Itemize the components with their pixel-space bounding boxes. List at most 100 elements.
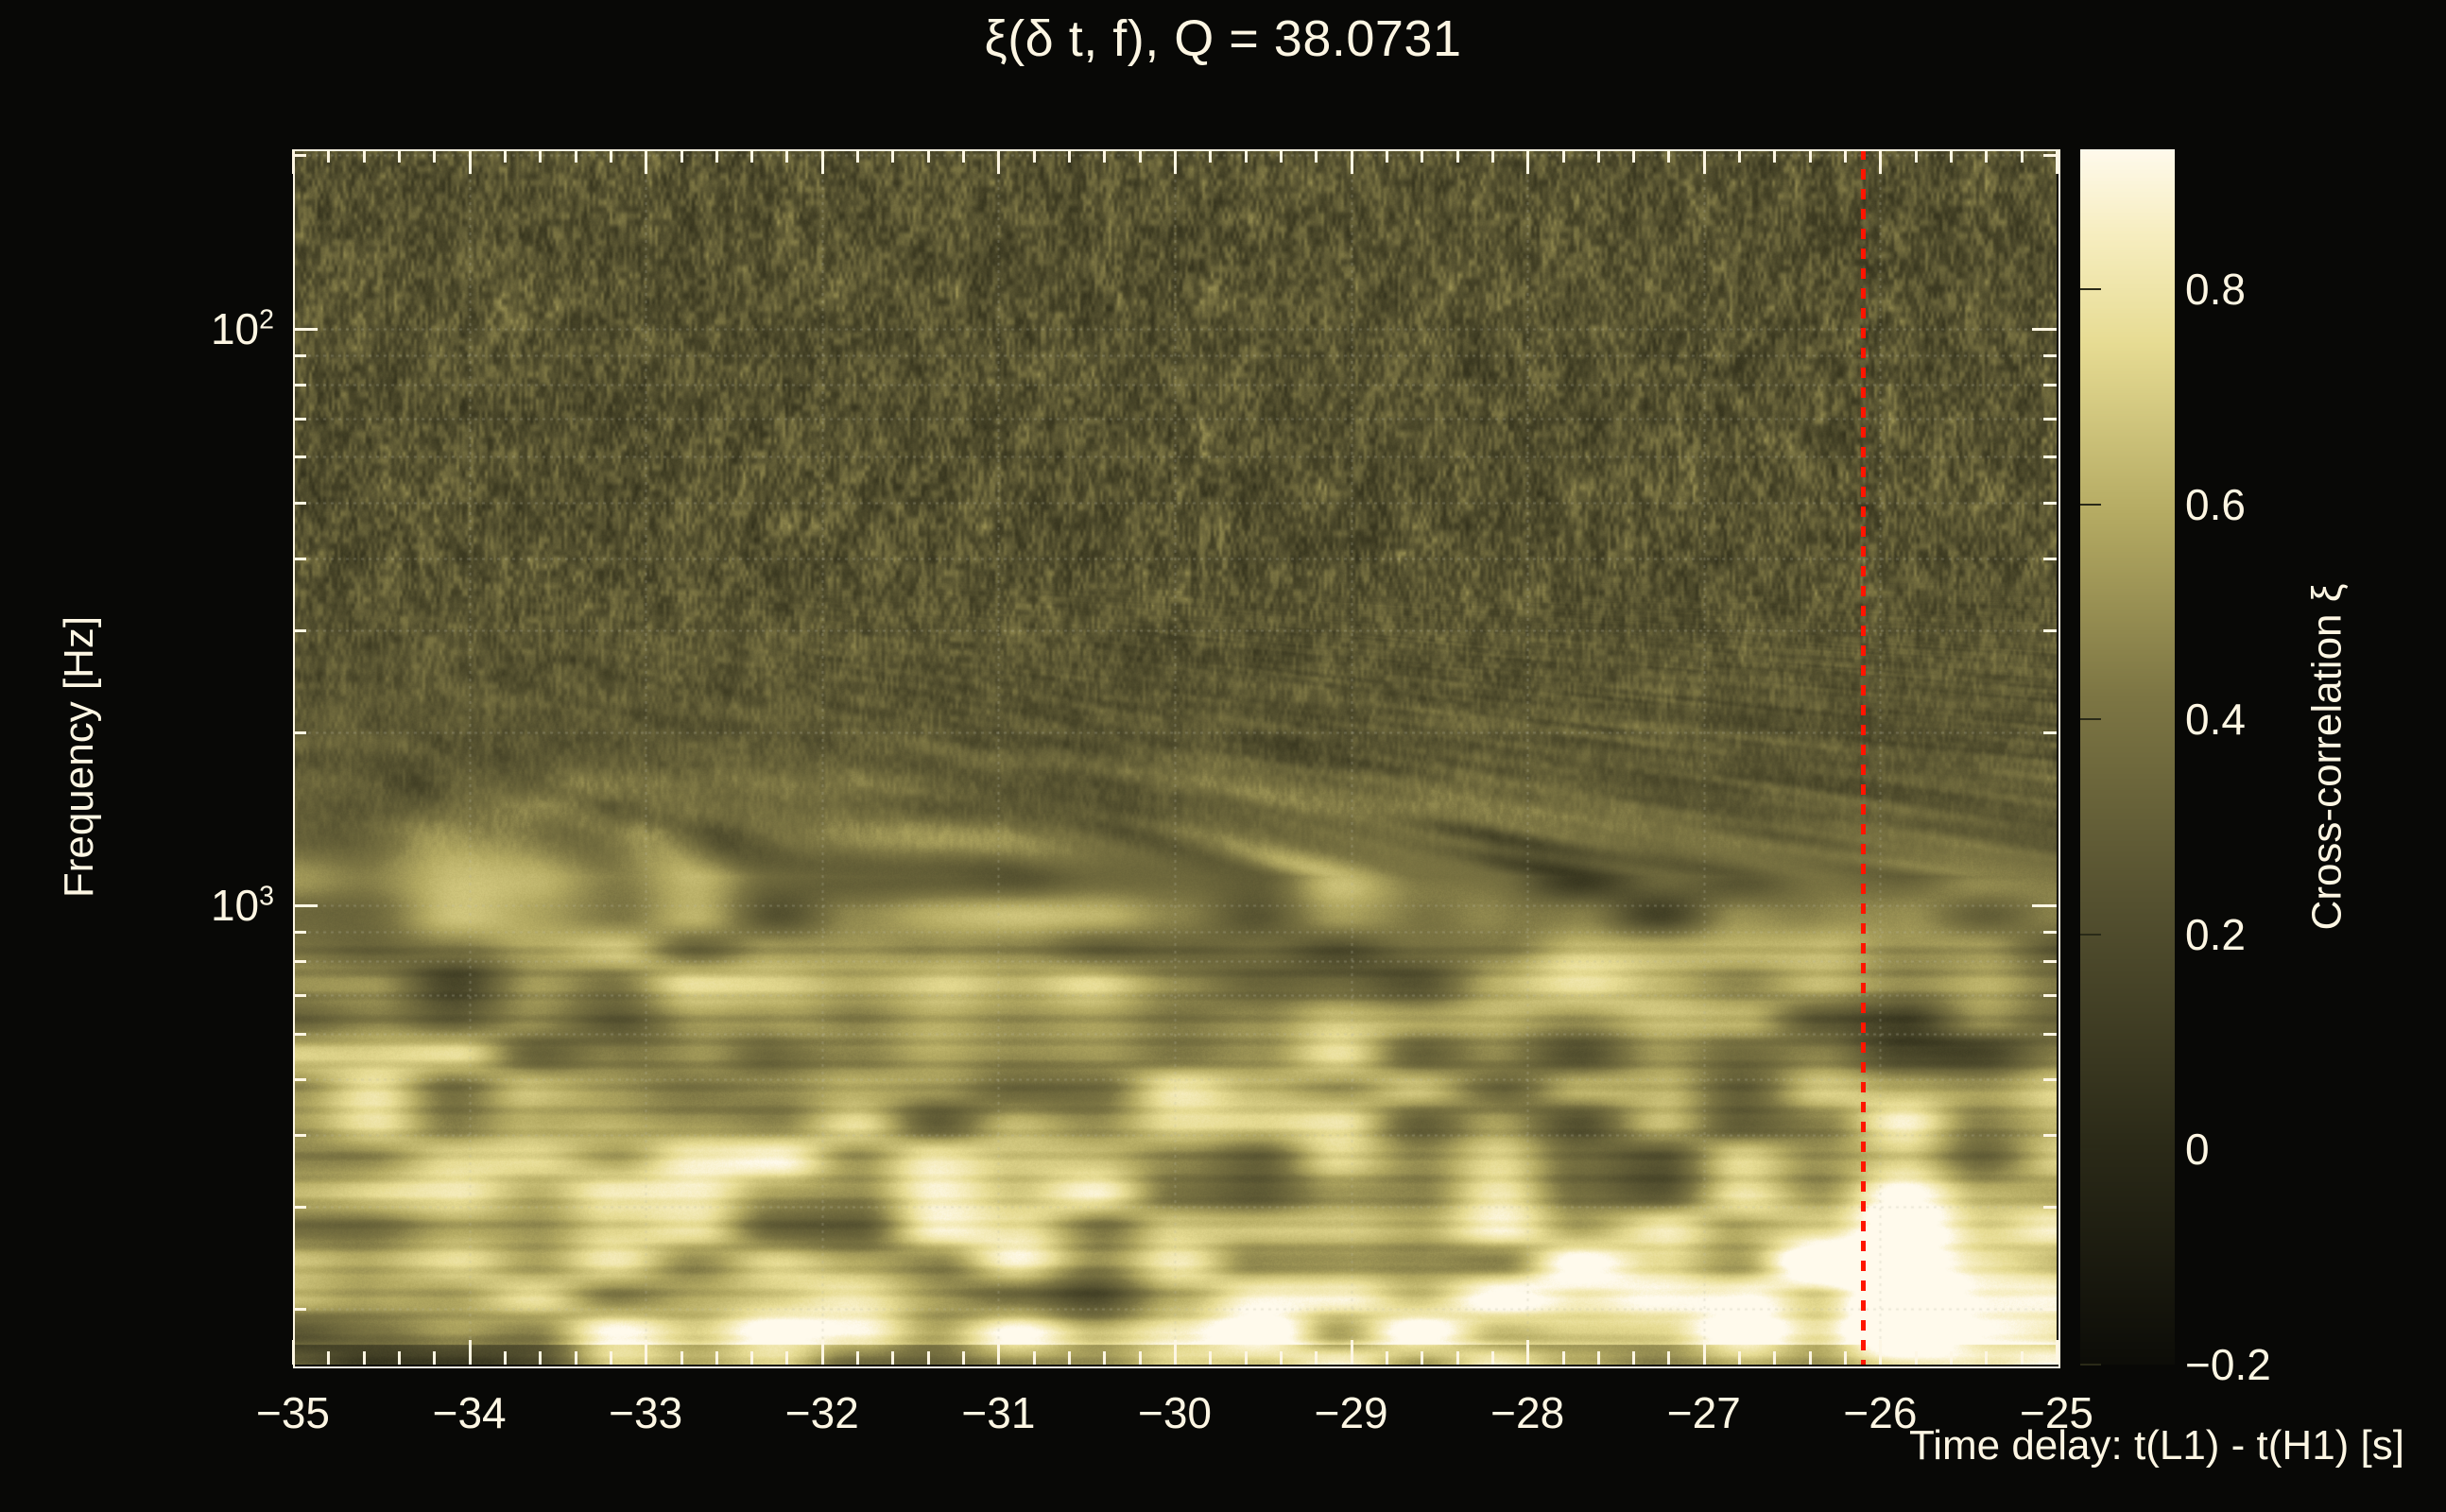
x-major-tick (2056, 1340, 2058, 1365)
y-minor-tick-right (2043, 417, 2057, 421)
x-minor-tick-top (1456, 149, 1459, 163)
x-minor-tick-top (962, 149, 966, 163)
x-minor-tick (926, 1351, 930, 1365)
y-minor-tick-right (2043, 730, 2057, 734)
colorbar-tick (2080, 933, 2101, 936)
x-tick-label: −26 (1843, 1388, 1918, 1437)
x-minor-tick (1385, 1351, 1388, 1365)
x-major-tick-top (2056, 149, 2058, 174)
x-minor-tick-top (1103, 149, 1107, 163)
x-minor-tick-top (503, 149, 507, 163)
x-minor-tick (1773, 1351, 1777, 1365)
x-minor-tick-top (1421, 149, 1424, 163)
x-axis-title: Time delay: t(L1) - t(H1) [s] (1908, 1422, 2404, 1469)
colorbar-tick (2080, 503, 2101, 506)
y-minor-tick (293, 960, 306, 964)
y-minor-tick (293, 730, 306, 734)
x-major-tick (820, 1340, 824, 1365)
x-minor-tick (962, 1351, 966, 1365)
y-minor-tick (293, 154, 306, 158)
x-tick-label: −32 (784, 1388, 859, 1437)
x-minor-tick (1456, 1351, 1459, 1365)
x-minor-tick-top (574, 149, 577, 163)
x-minor-tick (1490, 1351, 1494, 1365)
x-minor-tick (785, 1351, 789, 1365)
x-minor-tick-top (891, 149, 895, 163)
x-minor-tick (1950, 1351, 1954, 1365)
x-major-tick-top (645, 149, 648, 174)
x-minor-tick (503, 1351, 507, 1365)
x-tick-label: −27 (1666, 1388, 1741, 1437)
x-major-tick (1702, 1340, 1706, 1365)
y-minor-tick-right (2043, 501, 2057, 505)
x-major-tick (645, 1340, 648, 1365)
y-minor-tick-right (2043, 154, 2057, 158)
x-minor-tick-top (1950, 149, 1954, 163)
x-major-tick-top (1526, 149, 1530, 174)
y-minor-tick-right (2043, 993, 2057, 997)
x-tick-label: −35 (255, 1388, 331, 1437)
x-minor-tick (1032, 1351, 1036, 1365)
x-tick-label: −25 (2019, 1388, 2094, 1437)
x-minor-tick (1068, 1351, 1072, 1365)
x-minor-tick (1315, 1351, 1318, 1365)
y-minor-tick (293, 1307, 306, 1311)
x-major-tick (1350, 1340, 1353, 1365)
x-minor-tick (1632, 1351, 1636, 1365)
x-major-tick (997, 1340, 1001, 1365)
x-minor-tick-top (1068, 149, 1072, 163)
x-major-tick-top (997, 149, 1001, 174)
x-minor-tick-top (1385, 149, 1388, 163)
y-minor-tick-right (2043, 353, 2057, 357)
colorbar-tick (2080, 718, 2101, 721)
x-minor-tick-top (2020, 149, 2024, 163)
y-minor-tick (293, 629, 306, 633)
x-minor-tick (1596, 1351, 1600, 1365)
x-minor-tick (1844, 1351, 1848, 1365)
colorbar-tick (2080, 1148, 2101, 1151)
x-minor-tick-top (1315, 149, 1318, 163)
x-tick-label: −30 (1137, 1388, 1213, 1437)
x-minor-tick-top (1773, 149, 1777, 163)
y-major-tick-right (2032, 328, 2057, 331)
x-minor-tick-top (715, 149, 718, 163)
x-minor-tick (574, 1351, 577, 1365)
x-major-tick-top (1702, 149, 1706, 174)
x-minor-tick-top (397, 149, 401, 163)
x-minor-tick-top (680, 149, 683, 163)
x-minor-tick-top (1844, 149, 1848, 163)
x-major-tick (1879, 1340, 1883, 1365)
colorbar-tick-label: 0.6 (2185, 479, 2246, 529)
x-minor-tick-top (1632, 149, 1636, 163)
x-minor-tick (397, 1351, 401, 1365)
x-minor-tick-top (856, 149, 860, 163)
x-minor-tick (1209, 1351, 1213, 1365)
y-minor-tick-right (2043, 455, 2057, 459)
heatmap-canvas (293, 149, 2057, 1365)
y-minor-tick (293, 1078, 306, 1081)
colorbar (2080, 149, 2175, 1365)
x-minor-tick-top (1490, 149, 1494, 163)
y-minor-tick-right (2043, 629, 2057, 633)
x-minor-tick-top (926, 149, 930, 163)
colorbar-tick-label: −0.2 (2185, 1340, 2271, 1389)
x-minor-tick (856, 1351, 860, 1365)
x-minor-tick (362, 1351, 366, 1365)
x-minor-tick (680, 1351, 683, 1365)
x-minor-tick-top (1985, 149, 1989, 163)
y-minor-tick-right (2043, 1307, 2057, 1311)
x-minor-tick-top (750, 149, 754, 163)
y-minor-tick (293, 353, 306, 357)
x-tick-label: −28 (1490, 1388, 1565, 1437)
x-minor-tick-top (609, 149, 612, 163)
x-minor-tick-top (1244, 149, 1248, 163)
x-minor-tick-top (1138, 149, 1142, 163)
x-minor-tick (1985, 1351, 1989, 1365)
x-minor-tick (539, 1351, 543, 1365)
colorbar-tick-label: 0.8 (2185, 264, 2246, 314)
y-minor-tick (293, 1206, 306, 1210)
x-minor-tick (609, 1351, 612, 1365)
x-minor-tick-top (1279, 149, 1283, 163)
y-minor-tick-right (2043, 1078, 2057, 1081)
y-axis-title-text: Frequency [Hz] (56, 615, 102, 899)
